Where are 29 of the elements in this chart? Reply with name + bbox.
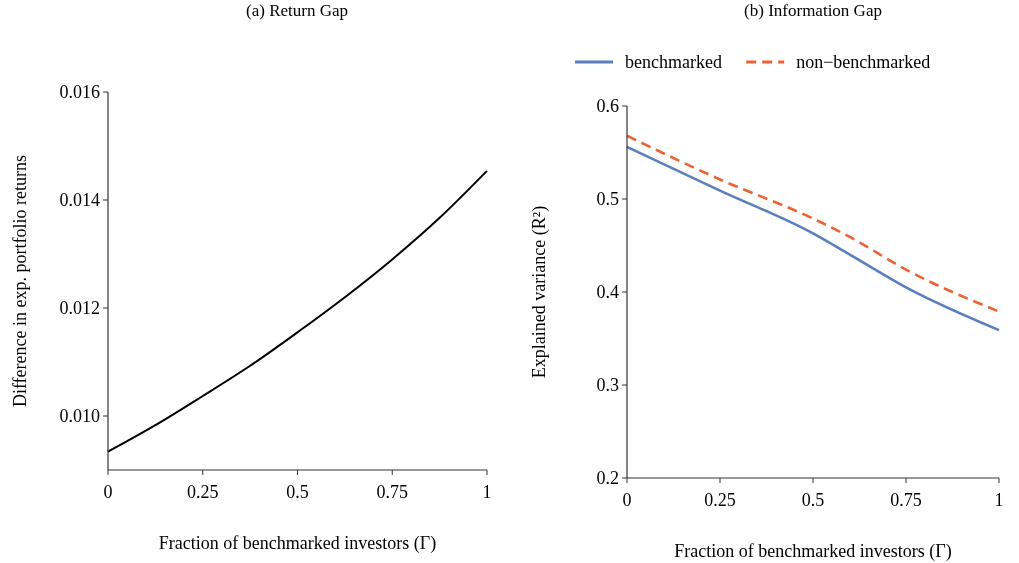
legend-label: benchmarked	[625, 52, 722, 72]
x-axis-title: Fraction of benchmarked investors (Γ)	[158, 533, 437, 554]
y-tick-label: 0.012	[59, 298, 100, 319]
x-tick-label: 0	[622, 490, 632, 510]
x-tick-label: 1	[994, 490, 1004, 510]
line-series	[625, 145, 1001, 332]
x-tick-label: 1	[482, 482, 492, 502]
x-tick-label: 0.25	[704, 490, 736, 510]
x-tick-label: 0.5	[286, 482, 309, 502]
legend-label: non−benchmarked	[796, 52, 931, 72]
y-tick-label: 0.016	[59, 82, 100, 103]
y-tick-label: 0.014	[59, 190, 100, 211]
x-tick-label: 0.75	[376, 482, 408, 502]
y-axis-title: Difference in exp. portfolio returns	[10, 154, 30, 408]
y-axis-title: Explained variance (R²)	[529, 205, 550, 379]
x-tick-label: 0.5	[801, 490, 825, 510]
chart-title: (a) Return Gap	[246, 1, 348, 20]
x-tick-label: 0.75	[890, 490, 922, 510]
y-tick-label: 0.5	[596, 189, 619, 210]
x-axis-title: Fraction of benchmarked investors (Γ)	[674, 541, 952, 562]
line-series	[107, 169, 488, 453]
chart-title: (b) Information Gap	[744, 1, 882, 20]
x-tick-label: 0.25	[187, 482, 219, 502]
y-tick-label: 0.6	[596, 96, 619, 117]
y-tick-label: 0.010	[59, 406, 100, 427]
y-tick-label: 0.4	[596, 282, 619, 303]
y-tick-label: 0.3	[596, 375, 619, 396]
y-tick-label: 0.2	[596, 468, 619, 489]
x-tick-label: 0	[103, 482, 113, 502]
